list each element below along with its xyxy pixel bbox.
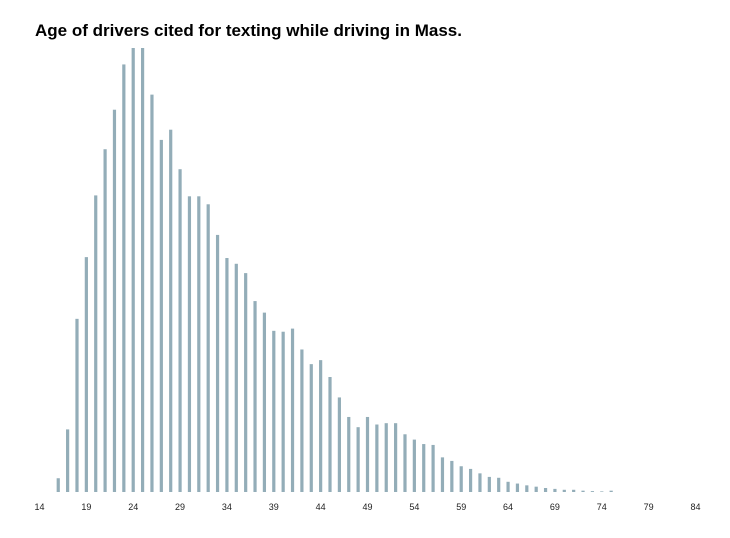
bar-age-34 — [225, 258, 229, 492]
bar-age-29 — [178, 169, 182, 492]
bar-age-50 — [375, 424, 379, 492]
bar-age-55 — [422, 444, 426, 492]
bar-age-72 — [581, 490, 585, 492]
bar-age-68 — [543, 488, 548, 492]
bar-age-28 — [169, 129, 173, 492]
bar-age-66 — [525, 485, 529, 492]
bar-age-67 — [534, 486, 538, 492]
bar-age-22 — [112, 109, 117, 492]
x-tick-label: 59 — [456, 502, 466, 512]
bar-age-27 — [159, 139, 163, 492]
bar-age-39 — [272, 330, 276, 492]
bar-age-30 — [187, 196, 192, 493]
bar-age-74 — [600, 491, 604, 492]
bar-age-60 — [468, 468, 473, 492]
bar-age-25 — [140, 48, 145, 492]
bar-age-73 — [590, 491, 595, 492]
bar-age-56 — [431, 444, 435, 492]
x-tick-label: 39 — [269, 502, 279, 512]
bar-age-62 — [487, 476, 491, 492]
bar-age-61 — [478, 473, 482, 492]
x-tick-label: 24 — [128, 502, 138, 512]
x-tick-label: 19 — [81, 502, 91, 512]
bar-age-54 — [412, 439, 416, 492]
bar-age-41 — [290, 328, 295, 492]
x-tick-label: 69 — [550, 502, 560, 512]
x-tick-label: 84 — [690, 502, 700, 512]
bar-age-33 — [215, 234, 220, 493]
bars-group — [56, 48, 613, 493]
bar-age-70 — [562, 489, 566, 492]
bar-age-26 — [150, 94, 154, 493]
bar-age-17 — [66, 429, 70, 492]
bar-age-64 — [506, 481, 510, 492]
bar-age-51 — [384, 423, 388, 492]
bar-age-52 — [394, 423, 398, 492]
bar-age-44 — [319, 360, 323, 492]
bar-age-49 — [365, 416, 370, 492]
bar-age-40 — [281, 331, 285, 492]
bar-age-47 — [347, 416, 351, 492]
x-axis-ticks: 14 19 24 29 34 39 44 49 54 59 64 69 74 79 84 — [34, 502, 700, 512]
bar-age-53 — [403, 434, 407, 492]
bar-age-36 — [244, 273, 248, 492]
bar-age-59 — [459, 466, 463, 492]
bar-age-35 — [234, 263, 238, 492]
bar-age-69 — [553, 488, 557, 492]
bar-age-43 — [309, 364, 313, 492]
x-tick-label: 74 — [597, 502, 607, 512]
bar-age-57 — [440, 457, 445, 492]
x-tick-label: 54 — [409, 502, 419, 512]
bar-age-45 — [328, 377, 332, 492]
bar-age-23 — [122, 64, 126, 493]
bar-age-21 — [103, 149, 107, 493]
x-tick-label: 44 — [316, 502, 326, 512]
bar-age-42 — [300, 349, 304, 492]
bar-age-65 — [515, 483, 520, 492]
bar-age-38 — [262, 312, 267, 492]
x-tick-label: 64 — [503, 502, 513, 512]
x-tick-label: 29 — [175, 502, 185, 512]
bar-age-20 — [94, 195, 98, 492]
bar-age-71 — [572, 489, 576, 492]
bar-age-46 — [337, 397, 341, 492]
x-tick-label: 14 — [34, 502, 44, 512]
bar-age-63 — [497, 477, 501, 492]
bar-age-32 — [206, 204, 210, 493]
bar-age-18 — [75, 318, 79, 492]
bar-age-75 — [609, 490, 613, 492]
bar-age-16 — [56, 478, 60, 492]
x-tick-label: 49 — [362, 502, 372, 512]
x-tick-label: 79 — [644, 502, 654, 512]
bar-age-58 — [450, 460, 454, 492]
bar-age-37 — [253, 301, 257, 492]
bar-age-19 — [84, 257, 88, 492]
x-tick-label: 34 — [222, 502, 232, 512]
bar-age-48 — [356, 427, 360, 492]
bar-age-31 — [197, 196, 201, 493]
bar-age-24 — [131, 48, 135, 492]
chart-title: Age of drivers cited for texting while d… — [35, 21, 462, 40]
